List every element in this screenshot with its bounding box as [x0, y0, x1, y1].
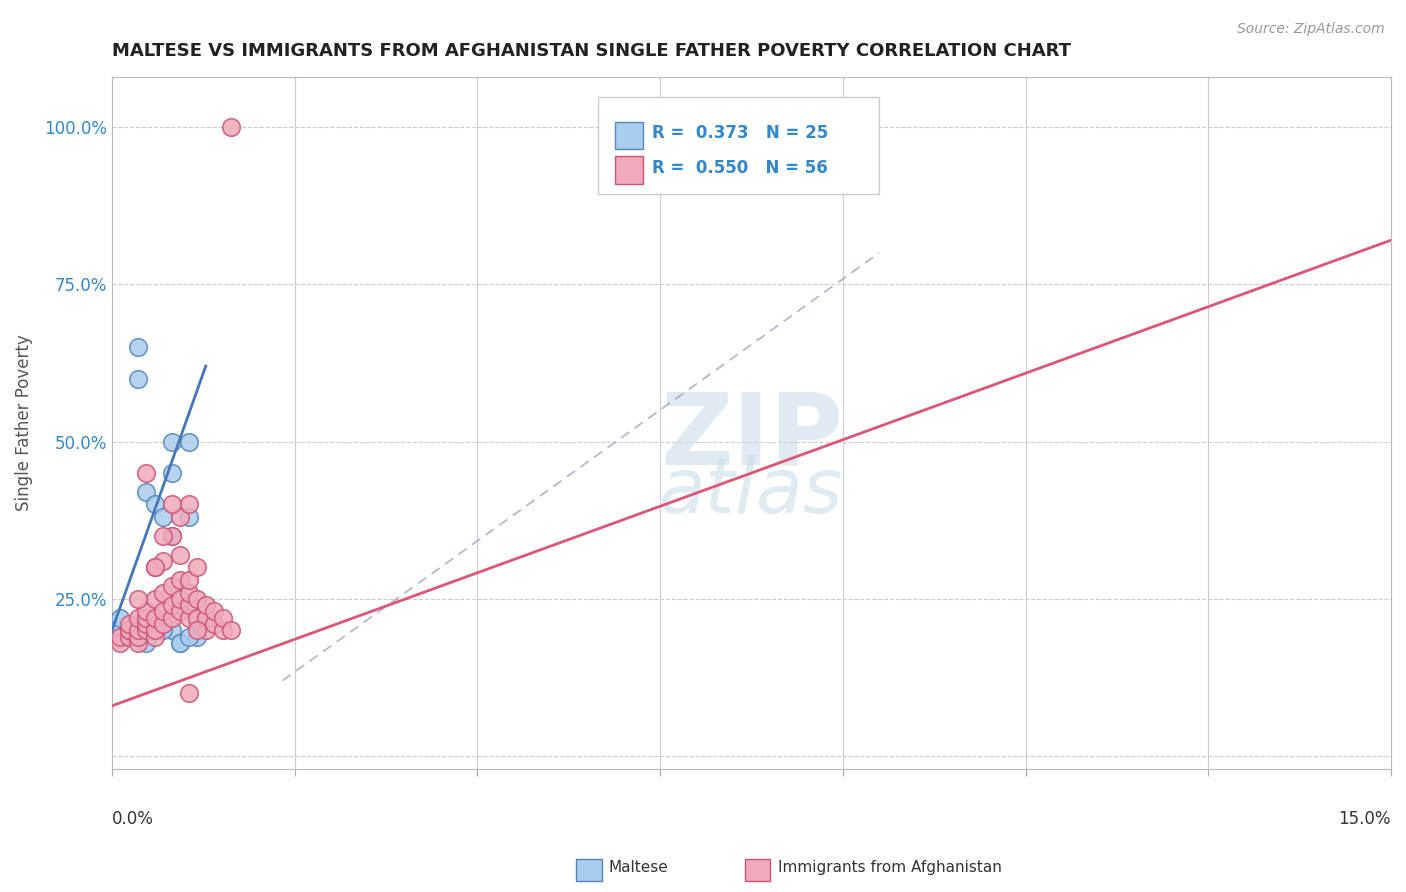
- Point: [177, 585, 200, 599]
- Point: [118, 624, 141, 638]
- Point: [143, 624, 166, 638]
- Text: atlas: atlas: [659, 455, 844, 529]
- Point: [152, 585, 174, 599]
- Point: [127, 630, 149, 644]
- Point: [194, 624, 217, 638]
- Point: [135, 611, 157, 625]
- Text: Maltese: Maltese: [609, 860, 668, 874]
- Point: [221, 120, 243, 134]
- Point: [152, 624, 174, 638]
- Point: [160, 529, 183, 543]
- Point: [186, 591, 208, 606]
- Point: [135, 604, 157, 618]
- Point: [211, 624, 233, 638]
- Point: [110, 611, 132, 625]
- Point: [143, 617, 166, 632]
- Bar: [598, 97, 879, 194]
- Point: [127, 624, 149, 638]
- Point: [169, 636, 191, 650]
- Point: [169, 548, 191, 562]
- Point: [169, 510, 191, 524]
- Point: [177, 573, 200, 587]
- Point: [211, 611, 233, 625]
- Bar: [614, 156, 643, 184]
- Point: [127, 636, 149, 650]
- Point: [152, 604, 174, 618]
- Point: [177, 598, 200, 612]
- Text: R =  0.373   N = 25: R = 0.373 N = 25: [652, 124, 828, 143]
- Point: [110, 636, 132, 650]
- Point: [127, 591, 149, 606]
- Point: [177, 686, 200, 700]
- Text: MALTESE VS IMMIGRANTS FROM AFGHANISTAN SINGLE FATHER POVERTY CORRELATION CHART: MALTESE VS IMMIGRANTS FROM AFGHANISTAN S…: [112, 42, 1071, 60]
- Point: [169, 591, 191, 606]
- Point: [110, 624, 132, 638]
- Point: [135, 466, 157, 480]
- Point: [221, 624, 243, 638]
- Point: [127, 611, 149, 625]
- Point: [202, 617, 225, 632]
- Point: [160, 598, 183, 612]
- Point: [143, 560, 166, 574]
- Point: [152, 617, 174, 632]
- Point: [135, 624, 157, 638]
- Point: [186, 560, 208, 574]
- Point: [186, 630, 208, 644]
- Point: [160, 434, 183, 449]
- Point: [143, 611, 166, 625]
- Point: [118, 630, 141, 644]
- Point: [135, 484, 157, 499]
- Point: [177, 498, 200, 512]
- Point: [160, 529, 183, 543]
- Point: [118, 624, 141, 638]
- Point: [160, 498, 183, 512]
- Point: [169, 636, 191, 650]
- Point: [110, 630, 132, 644]
- Point: [152, 529, 174, 543]
- Y-axis label: Single Father Poverty: Single Father Poverty: [15, 334, 32, 511]
- Point: [186, 624, 208, 638]
- Point: [127, 624, 149, 638]
- Point: [118, 617, 141, 632]
- Point: [118, 624, 141, 638]
- Point: [160, 579, 183, 593]
- Text: Source: ZipAtlas.com: Source: ZipAtlas.com: [1237, 22, 1385, 37]
- Point: [177, 510, 200, 524]
- Point: [143, 498, 166, 512]
- Point: [118, 630, 141, 644]
- Point: [152, 510, 174, 524]
- Point: [160, 611, 183, 625]
- Point: [160, 624, 183, 638]
- Text: 0.0%: 0.0%: [112, 810, 153, 829]
- Point: [143, 630, 166, 644]
- Point: [143, 591, 166, 606]
- Bar: [614, 121, 643, 149]
- Point: [152, 554, 174, 568]
- Text: ZIP: ZIP: [659, 388, 844, 485]
- Point: [177, 434, 200, 449]
- Text: 15.0%: 15.0%: [1339, 810, 1391, 829]
- Point: [143, 560, 166, 574]
- Point: [127, 340, 149, 354]
- Point: [135, 617, 157, 632]
- Point: [177, 611, 200, 625]
- Point: [186, 611, 208, 625]
- Point: [194, 611, 217, 625]
- Point: [169, 573, 191, 587]
- Point: [143, 624, 166, 638]
- Point: [169, 604, 191, 618]
- Point: [186, 617, 208, 632]
- Point: [202, 604, 225, 618]
- Point: [135, 636, 157, 650]
- Point: [177, 630, 200, 644]
- Point: [127, 371, 149, 385]
- Text: R =  0.550   N = 56: R = 0.550 N = 56: [652, 159, 828, 177]
- Point: [194, 598, 217, 612]
- Text: Immigrants from Afghanistan: Immigrants from Afghanistan: [778, 860, 1001, 874]
- Point: [160, 466, 183, 480]
